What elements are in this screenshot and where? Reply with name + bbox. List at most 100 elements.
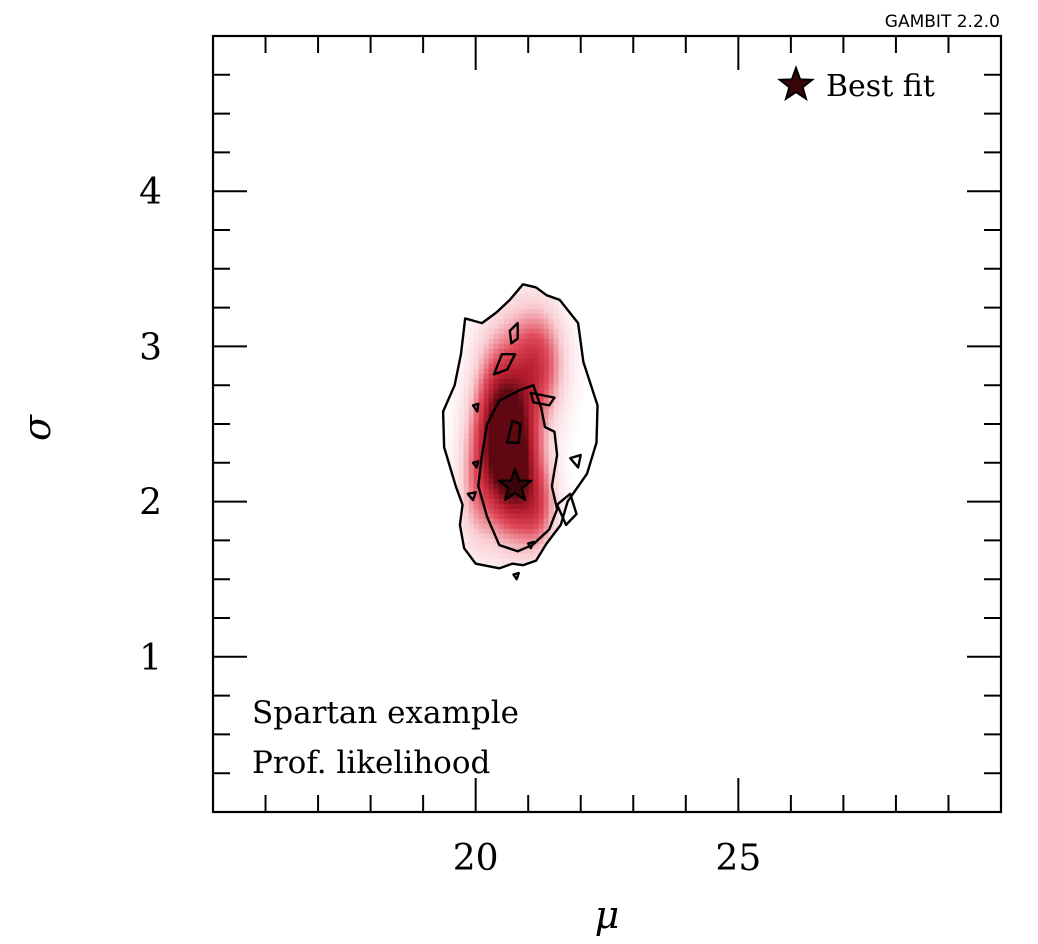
heatmap-cell bbox=[563, 398, 570, 405]
heatmap-cell bbox=[504, 589, 510, 595]
heatmap-cell bbox=[479, 589, 485, 595]
heatmap-cell bbox=[533, 284, 540, 285]
heatmap-cell bbox=[463, 563, 470, 569]
heatmap-cell bbox=[568, 478, 575, 485]
heatmap-cell bbox=[503, 523, 510, 530]
heatmap-cell bbox=[488, 513, 495, 520]
heatmap-cell bbox=[513, 518, 520, 525]
heatmap-cell bbox=[479, 274, 485, 280]
heatmap-cell bbox=[563, 298, 570, 305]
heatmap-cell bbox=[458, 468, 465, 475]
heatmap-cell bbox=[563, 443, 570, 450]
y-tick-label: 1 bbox=[139, 638, 162, 679]
heatmap-cell bbox=[513, 293, 520, 300]
heatmap-cell bbox=[508, 453, 515, 460]
heatmap-cell bbox=[463, 418, 470, 425]
heatmap-cell bbox=[533, 323, 540, 330]
heatmap-cell bbox=[543, 383, 550, 390]
heatmap-cell bbox=[498, 523, 505, 530]
heatmap-cell bbox=[473, 288, 480, 295]
heatmap-cell bbox=[553, 423, 560, 430]
heatmap-cell bbox=[538, 293, 545, 300]
heatmap-cell bbox=[533, 313, 540, 320]
heatmap-cell bbox=[563, 373, 570, 380]
heatmap-cell bbox=[503, 388, 510, 395]
heatmap-cell bbox=[573, 333, 580, 340]
heatmap-cell bbox=[533, 413, 540, 420]
heatmap-cell bbox=[519, 589, 525, 595]
heatmap-cell bbox=[498, 388, 505, 395]
heatmap-cell bbox=[533, 548, 540, 555]
heatmap-cell bbox=[488, 284, 495, 285]
heatmap-cell bbox=[478, 383, 485, 390]
heatmap-cell bbox=[528, 363, 535, 370]
heatmap-cell bbox=[463, 508, 470, 515]
heatmap-cell bbox=[453, 563, 460, 569]
heatmap-cell bbox=[453, 433, 460, 440]
heatmap-cell bbox=[483, 558, 490, 565]
heatmap-cell bbox=[488, 528, 495, 535]
heatmap-cell bbox=[493, 343, 500, 350]
heatmap-cell bbox=[463, 543, 470, 550]
heatmap-cell bbox=[548, 503, 555, 510]
heatmap-cell bbox=[548, 458, 555, 465]
heatmap-cell bbox=[483, 403, 490, 410]
heatmap-cell bbox=[503, 383, 510, 390]
heatmap-cell bbox=[484, 574, 490, 580]
heatmap-cell bbox=[543, 478, 550, 485]
heatmap-cell bbox=[508, 313, 515, 320]
heatmap-cell bbox=[543, 468, 550, 475]
heatmap-cell bbox=[528, 523, 535, 530]
heatmap-cell bbox=[548, 448, 555, 455]
heatmap-cell bbox=[488, 343, 495, 350]
heatmap-cell bbox=[509, 584, 515, 590]
heatmap-cell bbox=[513, 403, 520, 410]
heatmap-cell bbox=[473, 478, 480, 485]
heatmap-cell bbox=[493, 428, 500, 435]
heatmap-cell bbox=[488, 433, 495, 440]
gambit-version-watermark: GAMBIT 2.2.0 bbox=[885, 12, 1000, 32]
heatmap-cell bbox=[503, 498, 510, 505]
heatmap-cell bbox=[553, 383, 560, 390]
heatmap-cell bbox=[548, 343, 555, 350]
heatmap-cell bbox=[578, 368, 585, 375]
heatmap-cell bbox=[538, 473, 545, 480]
heatmap-cell bbox=[463, 288, 470, 295]
heatmap-cell bbox=[558, 423, 565, 430]
heatmap-cell bbox=[528, 443, 535, 450]
heatmap-cell bbox=[553, 343, 560, 350]
heatmap-cell bbox=[568, 523, 575, 530]
heatmap-cell bbox=[468, 528, 475, 535]
heatmap-cell bbox=[448, 463, 455, 470]
heatmap-cell bbox=[533, 353, 540, 360]
heatmap-cell bbox=[528, 473, 535, 480]
heatmap-cell bbox=[453, 518, 460, 525]
heatmap-cell bbox=[508, 523, 515, 530]
heatmap-cell bbox=[463, 408, 470, 415]
heatmap-cell bbox=[543, 348, 550, 355]
heatmap-cell bbox=[543, 298, 550, 305]
heatmap-cell bbox=[563, 393, 570, 400]
heatmap-cell bbox=[563, 348, 570, 355]
heatmap-cell bbox=[538, 373, 545, 380]
heatmap-cell bbox=[518, 543, 525, 550]
heatmap-cell bbox=[483, 413, 490, 420]
heatmap-cell bbox=[493, 493, 500, 500]
contour-island bbox=[471, 402, 480, 413]
heatmap-cell bbox=[499, 579, 505, 585]
heatmap-cell bbox=[498, 483, 505, 490]
heatmap-cell bbox=[479, 569, 485, 575]
heatmap-cell bbox=[498, 333, 505, 340]
heatmap-cell bbox=[529, 584, 535, 590]
heatmap-cell bbox=[458, 563, 465, 569]
heatmap-cell bbox=[443, 428, 450, 435]
heatmap-cell bbox=[518, 453, 525, 460]
heatmap-cell bbox=[483, 483, 490, 490]
heatmap-cell bbox=[513, 443, 520, 450]
heatmap-cell bbox=[563, 468, 570, 475]
heatmap-cell bbox=[473, 303, 480, 310]
heatmap-cell bbox=[513, 513, 520, 520]
heatmap-cell bbox=[528, 498, 535, 505]
heatmap-cell bbox=[493, 523, 500, 530]
heatmap-cell bbox=[523, 318, 530, 325]
